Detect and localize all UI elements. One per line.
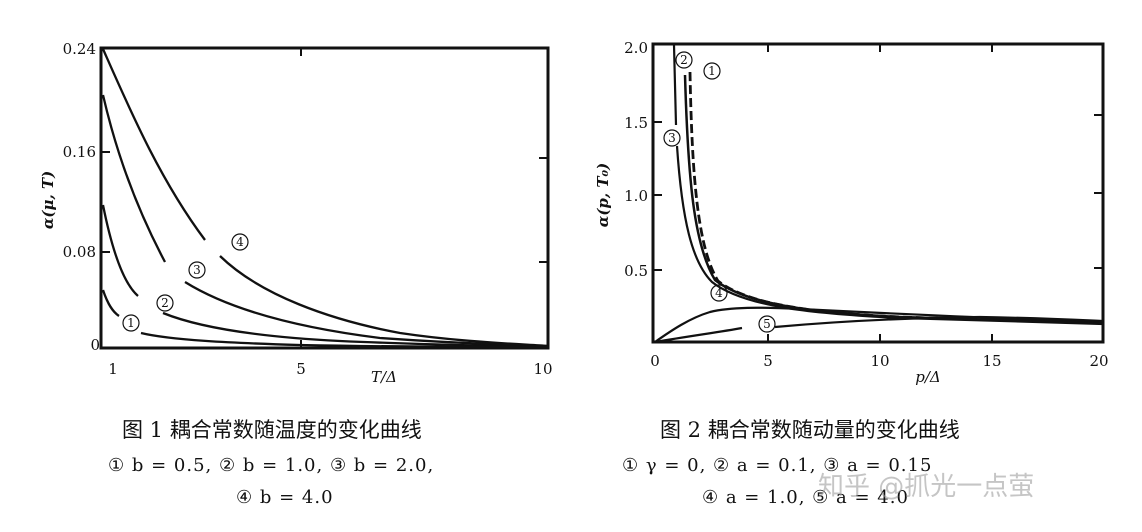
chart-1-ytick: 0 — [90, 336, 100, 354]
chart-1-curve-4 — [101, 48, 549, 348]
chart-1 — [99, 46, 550, 350]
chart-2-label-3: 3 — [668, 131, 676, 145]
chart-2-xtick: 15 — [982, 352, 1001, 370]
chart-2-legend-line-1: ① γ = 0, ② a = 0.1, ③ a = 0.15 — [622, 455, 933, 476]
chart-2-label-2: 2 — [680, 53, 688, 67]
chart-1-xtick: 5 — [296, 360, 306, 378]
chart-1-curve-1 — [101, 289, 549, 349]
chart-2-label-5: 5 — [763, 317, 771, 331]
chart-1-ytick: 0.24 — [63, 40, 96, 58]
chart-1-xtick: 1 — [108, 360, 118, 378]
chart-1-label-4: 4 — [236, 235, 244, 249]
chart-1-xtick: 10 — [533, 360, 552, 378]
chart-1-label-1: 1 — [127, 316, 135, 330]
chart-2-ytick: 0.5 — [624, 262, 648, 280]
chart-1-title: 图 1 耦合常数随温度的变化曲线 — [122, 418, 422, 442]
chart-1-legend-line-1: ① b = 0.5, ② b = 1.0, ③ b = 2.0, — [108, 455, 435, 476]
chart-2-legend-line-2: ④ a = 1.0, ⑤ a = 4.0 — [702, 487, 909, 508]
chart-1-legend-line-2: ④ b = 4.0 — [236, 487, 334, 508]
chart-1-label-2: 2 — [161, 296, 169, 310]
chart-2-ylabel: α(p, T₀) — [594, 163, 612, 227]
chart-2-ytick: 2.0 — [624, 39, 648, 57]
chart-1-curve-2 — [101, 204, 549, 349]
chart-1-xlabel: T/Δ — [371, 368, 397, 386]
chart-2-curve-1 — [688, 71, 1104, 325]
chart-1-ytick: 0.08 — [63, 243, 96, 261]
chart-2-xtick: 20 — [1089, 352, 1108, 370]
chart-2-curve-2 — [683, 74, 1104, 325]
chart-1-ytick: 0.16 — [63, 143, 96, 161]
chart-1-curve-3 — [101, 94, 549, 348]
chart-1-ylabel: α(μ, T) — [39, 171, 57, 229]
chart-2-xlabel: p/Δ — [915, 368, 941, 386]
chart-2-label-1: 1 — [708, 64, 716, 78]
chart-1-label-3: 3 — [193, 263, 201, 277]
chart-2-xtick: 5 — [763, 352, 773, 370]
chart-2-curve-labels — [663, 51, 776, 333]
chart-1-curve-labels — [122, 233, 249, 332]
chart-2-curve-5 — [654, 315, 1104, 344]
chart-2-xtick: 10 — [870, 352, 889, 370]
chart-2-label-4: 4 — [715, 286, 723, 300]
chart-2 — [651, 42, 1105, 344]
watermark: 知乎 @抓光一点萤 — [818, 472, 1035, 502]
chart-2-ytick: 1.0 — [624, 187, 648, 205]
chart-2-ytick: 1.5 — [624, 114, 648, 132]
chart-2-xtick: 0 — [650, 352, 660, 370]
chart-2-title: 图 2 耦合常数随动量的变化曲线 — [660, 418, 960, 442]
chart-1-plot-frame — [99, 46, 550, 350]
chart-2-curve-3 — [672, 44, 1104, 326]
